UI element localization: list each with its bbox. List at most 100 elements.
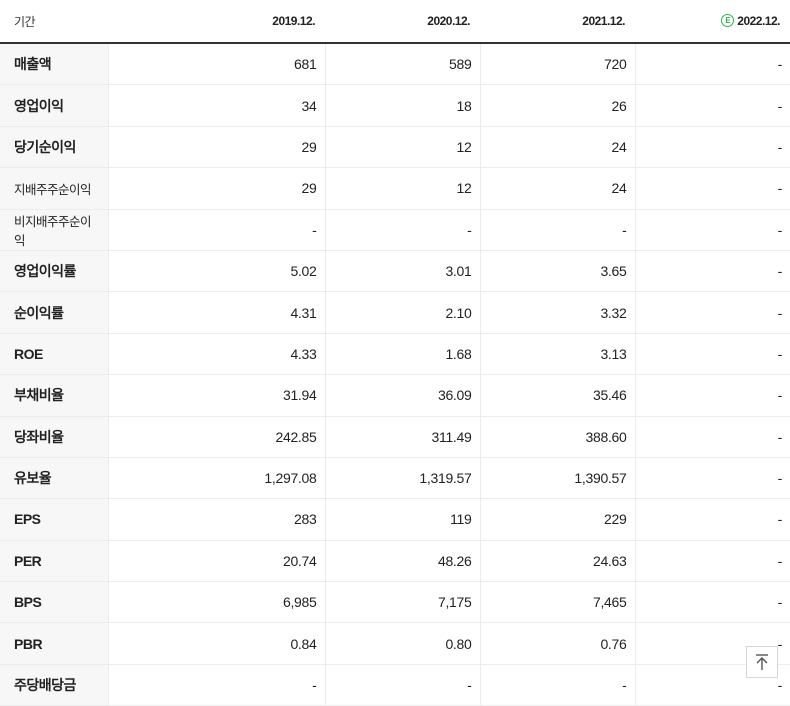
table-row: 매출액 681 589 720- [0, 43, 790, 86]
row-label: EPS [0, 498, 109, 541]
row-label: 매출액 [0, 43, 109, 86]
row-value: 24.63 [480, 540, 636, 583]
row-label: BPS [0, 581, 109, 624]
row-value: - [480, 663, 636, 706]
table-row: 주당배당금 - - - - [0, 663, 790, 706]
table-row: PER 20.74 48.26 24.63- [0, 540, 790, 583]
row-label: PBR [0, 622, 109, 665]
row-value: 229 [480, 498, 636, 541]
row-label: 부채비율 [0, 374, 109, 417]
period-header-2020: 2020.12. [325, 0, 480, 44]
row-label: 당좌비율 [0, 416, 109, 458]
row-value: 589 [325, 43, 481, 86]
row-label: 영업이익 [0, 84, 109, 127]
row-value: - [325, 663, 481, 706]
row-label: 주당배당금 [0, 663, 109, 706]
row-value: 34 [108, 84, 326, 127]
row-value: 0.80 [325, 622, 481, 665]
row-value: 720 [480, 43, 636, 86]
row-label: PER [0, 540, 109, 583]
row-value: 0.76 [480, 622, 636, 665]
row-value: 3.65 [480, 249, 636, 293]
row-label: 영업이익률 [0, 249, 109, 293]
row-value: 1.68 [325, 333, 481, 376]
row-value: 1,390.57 [480, 457, 636, 500]
row-value: - [635, 581, 790, 624]
row-value: 6,985 [108, 581, 326, 624]
table-row: EPS 283 119 229- [0, 498, 790, 541]
row-value: - [635, 43, 790, 86]
row-value: - [108, 663, 326, 706]
row-value: 7,465 [480, 581, 636, 624]
row-value: 29 [108, 126, 326, 169]
period-header-2019: 2019.12. [108, 0, 325, 44]
row-value: - [635, 291, 790, 334]
row-value: - [635, 126, 790, 169]
row-value: 4.31 [108, 291, 326, 334]
row-value: 3.13 [480, 333, 636, 376]
row-value: 311.49 [325, 416, 481, 458]
row-value: 18 [325, 84, 481, 127]
row-value: 0.84 [108, 622, 326, 665]
row-value: - [635, 84, 790, 127]
row-value: 26 [480, 84, 636, 127]
row-value: 24 [480, 167, 636, 210]
row-label: 비지배주주순이익 [0, 209, 109, 251]
row-label: 유보율 [0, 457, 109, 500]
row-value: 29 [108, 167, 326, 210]
row-value: - [635, 167, 790, 210]
row-value: - [635, 498, 790, 541]
row-value: 388.60 [480, 416, 636, 458]
row-value: 5.02 [108, 249, 326, 293]
row-value: - [108, 209, 326, 251]
row-value: 3.01 [325, 249, 481, 293]
table-row: 영업이익 34 18 26- [0, 84, 790, 127]
row-value: 7,175 [325, 581, 481, 624]
arrow-up-to-top-icon [756, 654, 768, 670]
table-row: 비지배주주순이익 - - - - [0, 209, 790, 251]
row-value: 681 [108, 43, 326, 86]
row-value: - [635, 209, 790, 251]
row-label: 지배주주순이익 [0, 167, 109, 210]
table-row: BPS 6,985 7,175 7,465- [0, 581, 790, 624]
table-row: 순이익률 4.31 2.10 3.32- [0, 291, 790, 334]
scroll-to-top-button[interactable] [746, 646, 778, 678]
row-value: 1,319.57 [325, 457, 481, 500]
table-row: 영업이익률 5.02 3.01 3.65- [0, 249, 790, 293]
row-value: - [635, 540, 790, 583]
row-value: 24 [480, 126, 636, 169]
row-value: 119 [325, 498, 481, 541]
table-row: PBR 0.84 0.80 0.76- [0, 622, 790, 665]
row-value: 2.10 [325, 291, 481, 334]
row-value: - [635, 457, 790, 500]
row-value: 35.46 [480, 374, 636, 417]
period-header-2021: 2021.12. [480, 0, 635, 44]
row-value: 1,297.08 [108, 457, 326, 500]
row-value: 4.33 [108, 333, 326, 376]
period-header-2022: E 2022.12. [635, 0, 790, 44]
row-value: 242.85 [108, 416, 326, 458]
row-value: 48.26 [325, 540, 481, 583]
table-row: 부채비율 31.94 36.09 35.46- [0, 374, 790, 417]
row-label: 순이익률 [0, 291, 109, 334]
table-row: 당기순이익 29 12 24- [0, 126, 790, 169]
table-header-row: 기간 2019.12. 2020.12. 2021.12. E 2022.12. [0, 0, 790, 44]
row-value: - [635, 374, 790, 417]
row-value: - [325, 209, 481, 251]
row-value: - [635, 333, 790, 376]
row-value: - [480, 209, 636, 251]
row-value: 12 [325, 167, 481, 210]
row-value: 3.32 [480, 291, 636, 334]
table-row: 유보율 1,297.08 1,319.57 1,390.57- [0, 457, 790, 500]
table-row: 지배주주순이익 29 12 24- [0, 167, 790, 210]
period-label-header: 기간 [0, 0, 108, 44]
row-value: 31.94 [108, 374, 326, 417]
row-value: 283 [108, 498, 326, 541]
row-value: 36.09 [325, 374, 481, 417]
row-value: 20.74 [108, 540, 326, 583]
row-value: - [635, 416, 790, 458]
estimate-icon: E [721, 14, 735, 28]
row-label: 당기순이익 [0, 126, 109, 169]
row-value: 12 [325, 126, 481, 169]
